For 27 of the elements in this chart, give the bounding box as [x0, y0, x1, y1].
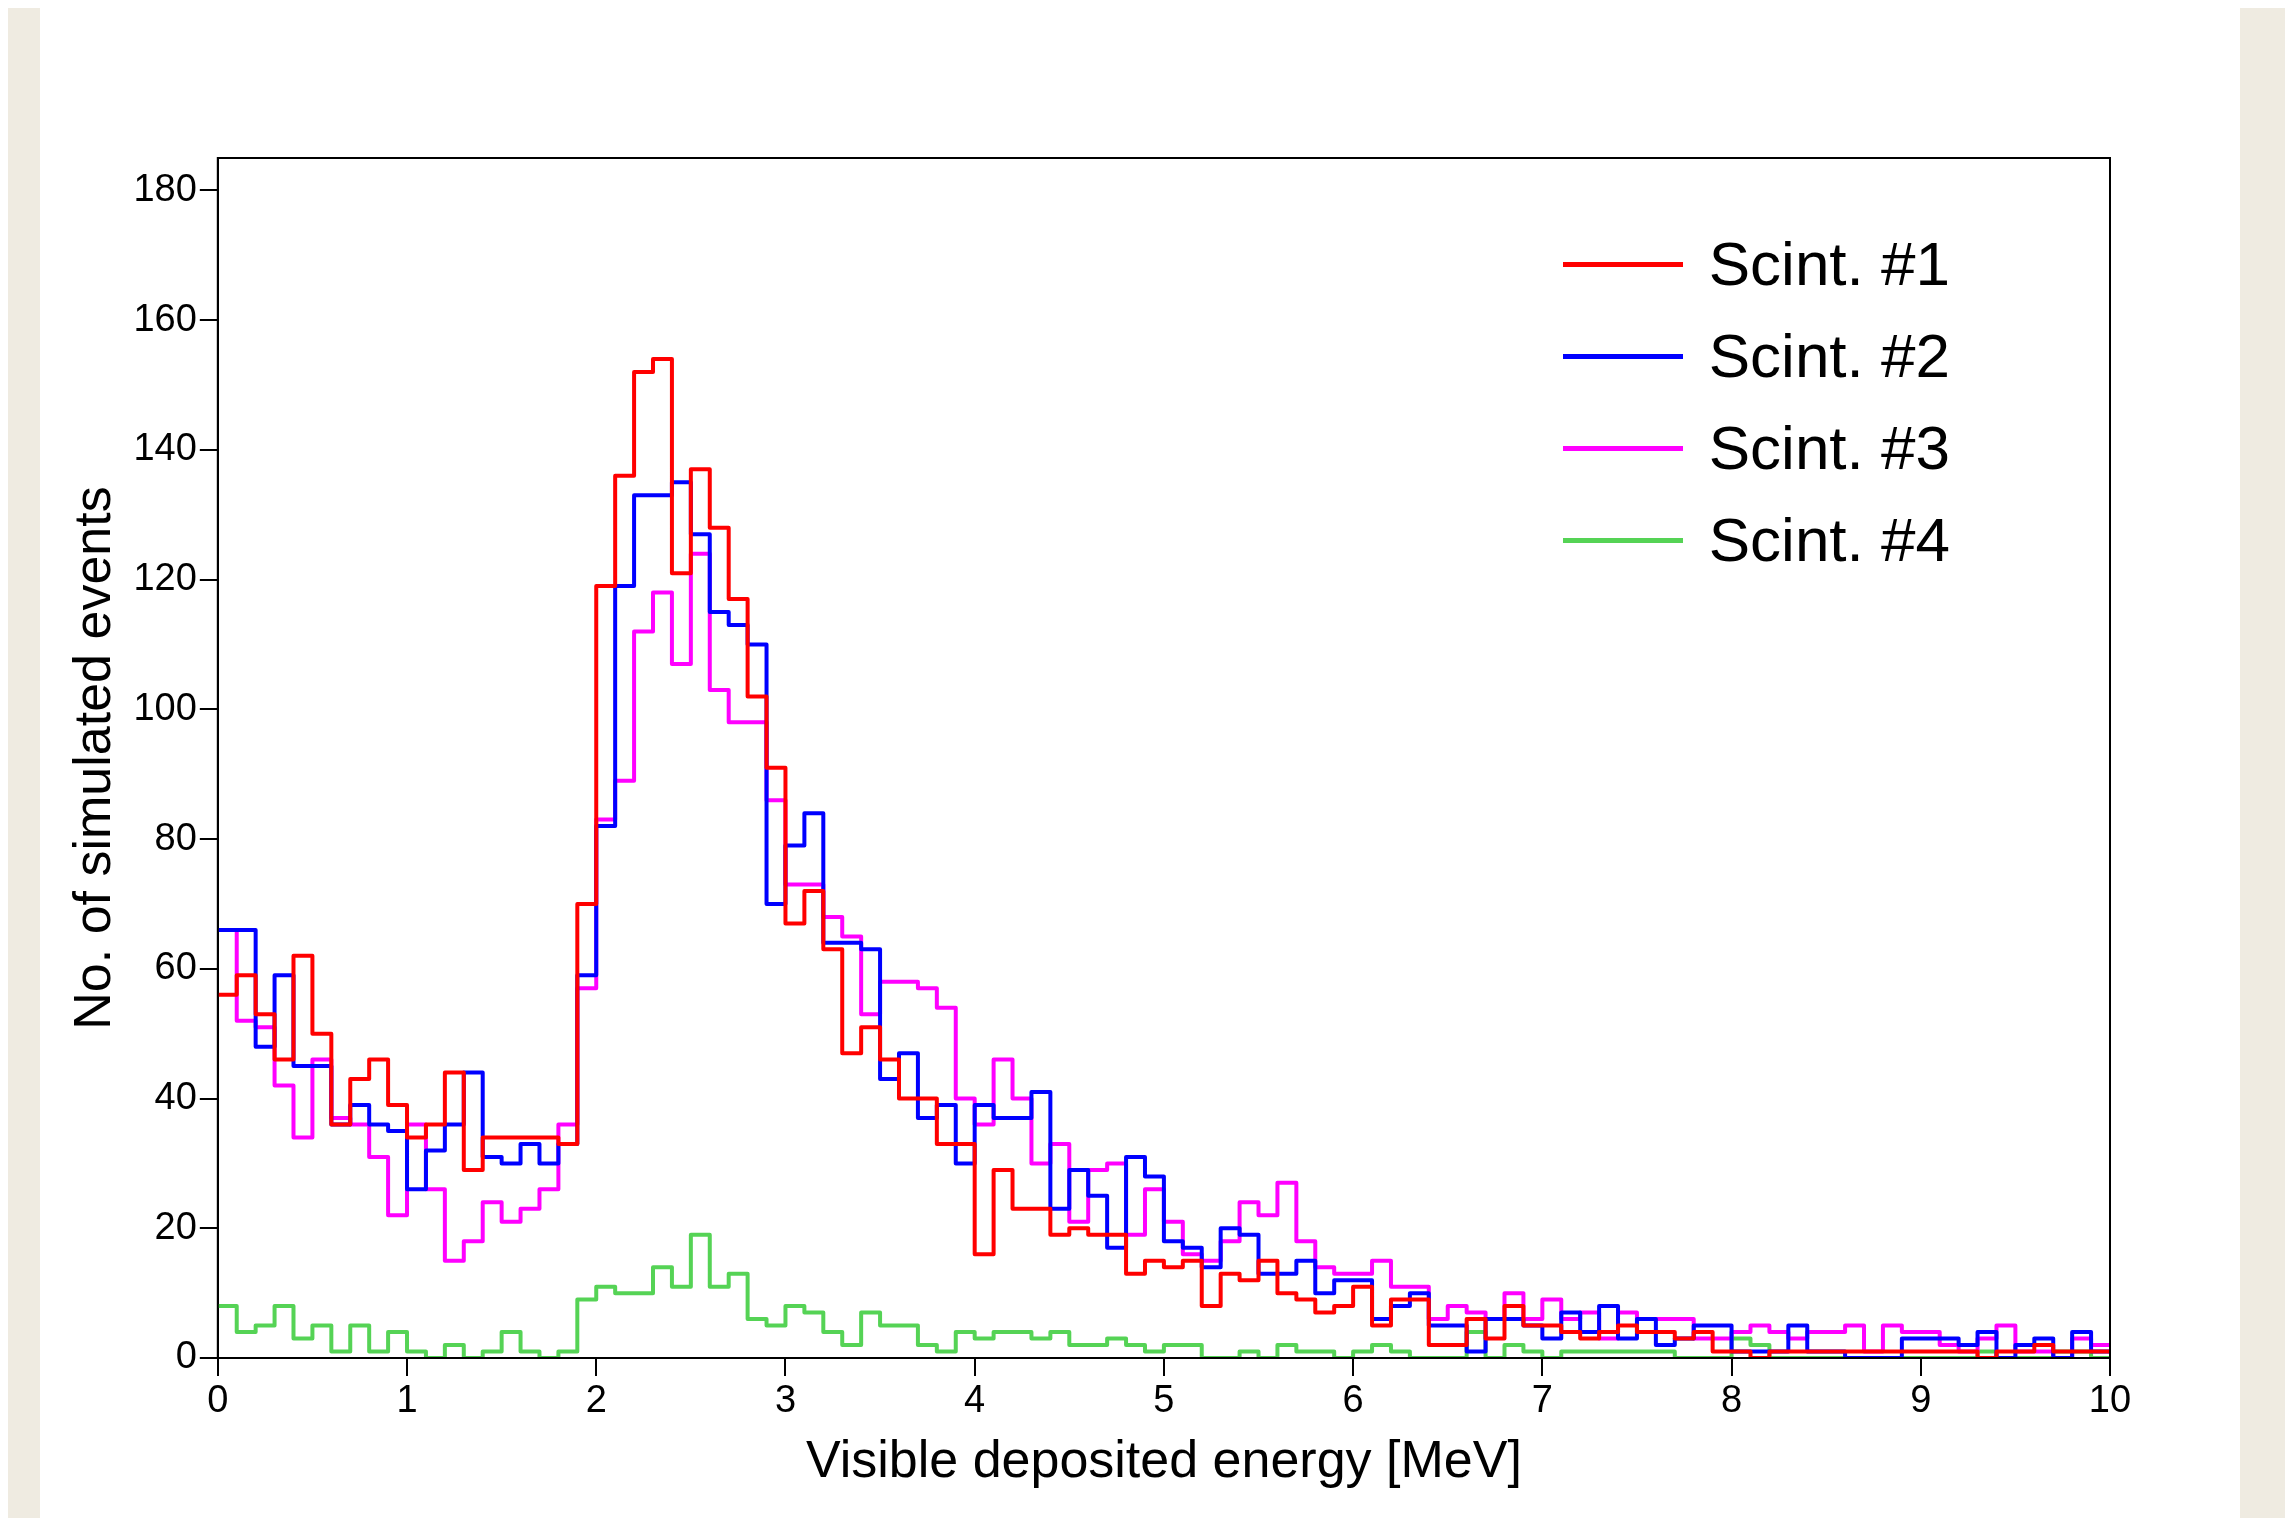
x-tick-label: 7 — [1531, 1378, 1553, 1421]
y-tick-label: 20 — [154, 1204, 197, 1247]
y-tick-label: 140 — [133, 426, 197, 469]
legend-label: Scint. #2 — [1708, 320, 1950, 392]
x-tick-label: 10 — [2088, 1378, 2132, 1421]
legend-label: Scint. #4 — [1708, 504, 1950, 576]
x-tick-label: 4 — [964, 1378, 986, 1421]
y-tick-label: 120 — [133, 556, 197, 599]
legend-label: Scint. #3 — [1708, 412, 1950, 484]
x-tick-label: 9 — [1910, 1378, 1932, 1421]
legend-label: Scint. #1 — [1708, 228, 1950, 300]
x-tick-label: 8 — [1720, 1378, 1743, 1421]
x-tick-label: 0 — [207, 1378, 229, 1421]
y-tick-label: 40 — [154, 1075, 197, 1118]
x-tick-label: 3 — [774, 1378, 797, 1421]
y-tick-label: 180 — [133, 166, 197, 209]
x-axis-title: Visible deposited energy [MeV] — [805, 1430, 1522, 1489]
y-tick-label: 100 — [133, 685, 197, 728]
y-tick-label: 0 — [175, 1334, 197, 1377]
x-tick-label: 1 — [396, 1378, 418, 1421]
x-tick-label: 5 — [1153, 1378, 1175, 1421]
x-tick-label: 2 — [585, 1378, 607, 1421]
y-tick-label: 60 — [154, 945, 197, 988]
y-tick-label: 160 — [133, 296, 197, 339]
y-axis-title: No. of simulated events — [62, 486, 121, 1030]
y-tick-label: 80 — [154, 815, 197, 858]
x-tick-label: 6 — [1342, 1378, 1364, 1421]
